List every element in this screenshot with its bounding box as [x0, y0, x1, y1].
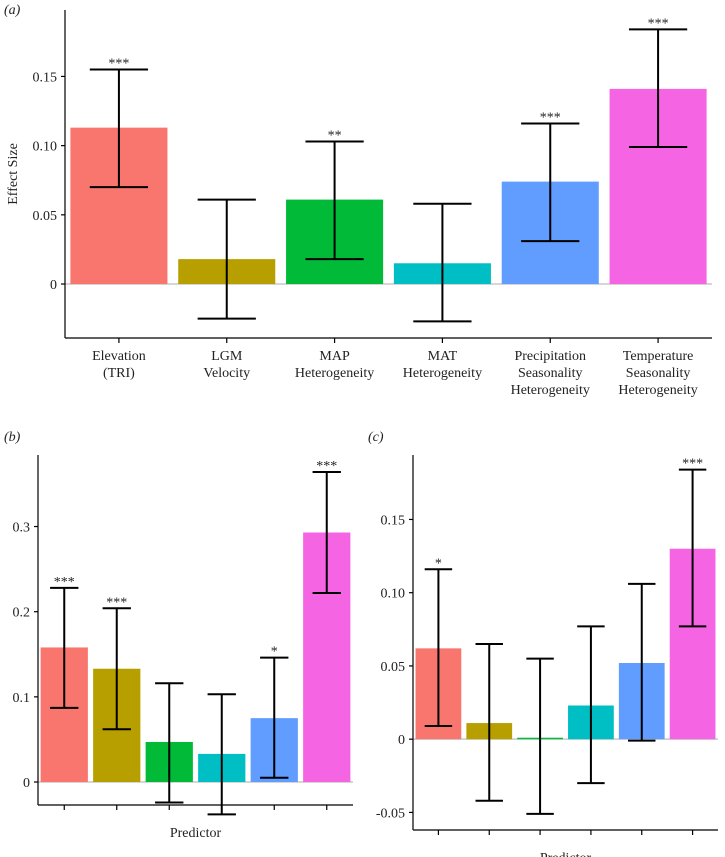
error-bar — [475, 642, 503, 802]
significance-label: *** — [648, 16, 669, 31]
y-tick-label: 0 — [50, 278, 57, 293]
y-tick-label: 0.10 — [33, 140, 58, 155]
significance-label: *** — [682, 457, 703, 472]
y-tick-label: 0.15 — [33, 70, 58, 85]
significance-label: *** — [316, 459, 337, 474]
error-bar — [312, 471, 341, 594]
x-tick-label-line: Seasonality — [626, 366, 691, 381]
y-tick-label: 0 — [23, 776, 30, 791]
panel-label: (b) — [4, 430, 21, 445]
y-tick-label: 0.10 — [381, 587, 406, 602]
x-axis-title: Predictor — [540, 851, 592, 857]
panel-label: (a) — [4, 3, 21, 18]
x-tick-label-line: MAP — [319, 349, 350, 364]
error-bar — [413, 202, 472, 323]
x-tick-label: Elevation (TRI) — [92, 349, 146, 381]
error-bar — [50, 586, 79, 709]
error-bar — [526, 657, 554, 815]
x-tick-label-line: Elevation — [92, 349, 146, 364]
error-bar — [628, 28, 688, 149]
y-tick-label: 0.15 — [381, 513, 406, 528]
x-tick-label: LGM Velocity — [203, 349, 250, 381]
x-tick-label: Precipitation Seasonality Heterogeneity — [511, 349, 590, 398]
y-tick-label: 0.05 — [33, 209, 58, 224]
y-tick-label: 0.2 — [13, 606, 31, 621]
x-tick-label-line: (TRI) — [103, 366, 135, 381]
x-tick-label: MAT Heterogeneity — [403, 349, 482, 381]
error-bar — [678, 468, 707, 628]
error-bar — [305, 140, 364, 261]
x-tick-label-line: MAT — [428, 349, 458, 364]
y-tick-label: 0.05 — [381, 660, 406, 675]
y-axis-title: Effect Size — [6, 143, 21, 205]
panel-label: (c) — [368, 430, 384, 445]
x-tick-label-line: Heterogeneity — [295, 366, 374, 381]
x-tick-label-line: Temperature — [623, 349, 694, 364]
x-axis-title: Predictor — [170, 826, 222, 841]
error-bar — [207, 693, 236, 816]
error-bar — [521, 122, 580, 243]
x-tick-label: MAP Heterogeneity — [295, 349, 374, 381]
x-tick-label-line: Heterogeneity — [511, 383, 590, 398]
x-tick-label-line: Precipitation — [514, 349, 586, 364]
y-tick-label: 0.1 — [13, 691, 31, 706]
x-tick-label-line: Seasonality — [518, 366, 583, 381]
error-bar — [260, 656, 289, 779]
error-bar — [102, 607, 131, 731]
error-bar — [628, 582, 656, 742]
x-tick-label-line: Heterogeneity — [403, 366, 482, 381]
significance-label: *** — [54, 575, 75, 590]
significance-label: *** — [106, 595, 127, 610]
significance-label: *** — [108, 57, 129, 72]
x-tick-label-line: LGM — [211, 349, 243, 364]
significance-label: *** — [540, 110, 561, 125]
x-tick-label-line: Velocity — [203, 366, 250, 381]
significance-label: * — [435, 556, 442, 571]
significance-label: * — [271, 645, 278, 660]
error-bar — [577, 625, 605, 785]
x-tick-label: Temperature Seasonality Heterogeneity — [618, 349, 697, 398]
error-bar — [424, 568, 453, 727]
y-tick-label: 0.3 — [13, 521, 31, 536]
y-tick-label: -0.05 — [376, 806, 405, 821]
error-bar — [197, 198, 256, 320]
x-tick-label-line: Heterogeneity — [618, 383, 697, 398]
significance-label: ** — [328, 128, 342, 143]
y-tick-label: 0 — [398, 733, 405, 748]
error-bar — [155, 682, 184, 804]
error-bar — [89, 68, 149, 189]
